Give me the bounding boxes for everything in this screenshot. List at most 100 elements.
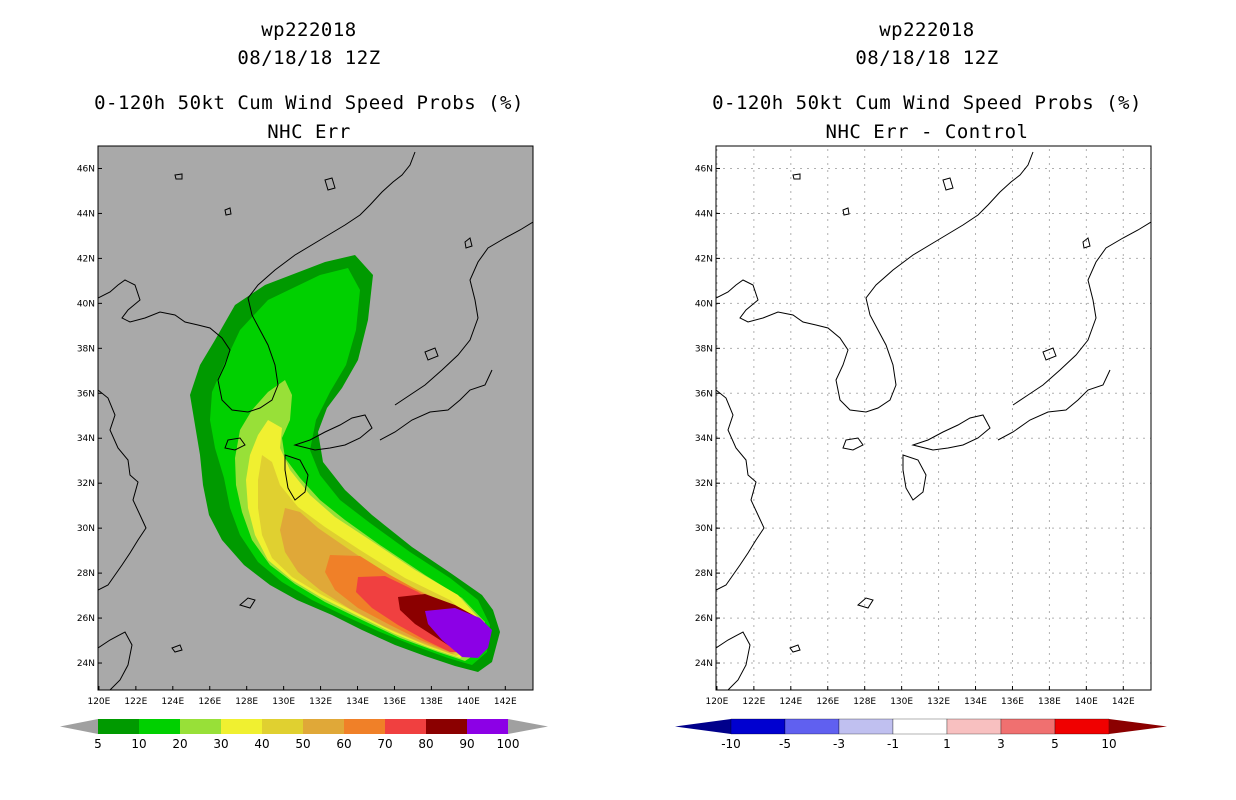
- colorbar-box: [385, 719, 426, 734]
- colorbar-box: [1054, 718, 1110, 735]
- datetime-title: 08/18/18 12Z: [237, 47, 381, 69]
- lon-label: 128E: [235, 697, 258, 707]
- colorbar-label: 10: [131, 737, 146, 751]
- lon-label: 132E: [309, 697, 332, 707]
- lon-label: 138E: [420, 697, 443, 707]
- colorbar-box: [467, 719, 508, 734]
- colorbar-box: [180, 719, 221, 734]
- colorbar-label: -1: [887, 737, 899, 751]
- difference-map: 46N 44N 42N 40N 38N 36N 34N 32N 30N 28N 26N 24N 120…: [675, 145, 1167, 751]
- prob-band-90-100: [425, 608, 492, 658]
- colorbar-box: [838, 718, 894, 735]
- lon-label: 130E: [272, 697, 295, 707]
- lon-label: 140E: [1075, 697, 1098, 707]
- lat-label: 30N: [695, 524, 713, 534]
- colorbar-label: -10: [721, 737, 741, 751]
- colorbar-label: 40: [254, 737, 269, 751]
- latitude-labels: 46N 44N 42N 40N 38N 36N 34N 32N 30N 28N 26N 24N: [695, 164, 720, 669]
- colorbar-label: 100: [497, 737, 520, 751]
- colorbar-label: 30: [213, 737, 228, 751]
- coastlines: [98, 151, 533, 690]
- colorbar: -10 -5 -3 -1 1 3 5 10: [675, 718, 1167, 751]
- product-title: 0-120h 50kt Cum Wind Speed Probs (%): [712, 92, 1142, 114]
- lat-label: 24N: [77, 659, 95, 669]
- left-panel: wp222018 08/18/18 12Z 0-120h 50kt Cum Wi…: [60, 19, 548, 751]
- colorbar-box: [1000, 718, 1056, 735]
- colorbar-low-arrow: [60, 719, 98, 734]
- colorbar-box: [98, 719, 139, 734]
- lat-label: 38N: [695, 344, 713, 354]
- lat-label: 42N: [77, 254, 95, 264]
- colorbar-box: [946, 718, 1002, 735]
- lat-label: 44N: [77, 209, 95, 219]
- colorbar-label: 20: [172, 737, 187, 751]
- probability-map: 46N 44N 42N 40N 38N 36N 34N 32N 30N 28N 26N 24N 120…: [60, 145, 548, 751]
- colorbar-label: 50: [295, 737, 310, 751]
- colorbar-box: [139, 719, 180, 734]
- lat-label: 44N: [695, 209, 713, 219]
- lat-label: 26N: [77, 614, 95, 624]
- colorbar-low-arrow: [675, 719, 731, 734]
- longitude-labels: 120E 122E 124E 126E 128E 130E 132E 134E 136E 138E…: [705, 686, 1135, 707]
- longitude-labels: 120E 122E 124E 126E 128E 130E 132E 134E 136E 138E…: [87, 686, 517, 707]
- coastlines: [716, 151, 1151, 690]
- lat-label: 40N: [77, 299, 95, 309]
- lon-label: 126E: [198, 697, 221, 707]
- lon-label: 122E: [124, 697, 147, 707]
- colorbar-label: 1: [943, 737, 951, 751]
- lat-label: 32N: [77, 479, 95, 489]
- subtitle: NHC Err - Control: [825, 121, 1029, 143]
- lat-label: 40N: [695, 299, 713, 309]
- colorbar: 5 10 20 30 40 50 60 70 80 90 100: [60, 719, 548, 751]
- colorbar-label: -5: [779, 737, 791, 751]
- colorbar-box: [784, 718, 840, 735]
- lon-label: 120E: [87, 697, 110, 707]
- colorbar-label: 3: [997, 737, 1005, 751]
- lat-label: 28N: [77, 569, 95, 579]
- lon-label: 142E: [494, 697, 517, 707]
- lon-label: 134E: [346, 697, 369, 707]
- datetime-title: 08/18/18 12Z: [855, 47, 999, 69]
- lat-label: 34N: [695, 434, 713, 444]
- lat-label: 32N: [695, 479, 713, 489]
- colorbar-label: 10: [1101, 737, 1116, 751]
- lon-label: 130E: [890, 697, 913, 707]
- lat-label: 30N: [77, 524, 95, 534]
- lat-label: 36N: [695, 389, 713, 399]
- colorbar-box: [344, 719, 385, 734]
- right-panel: wp222018 08/18/18 12Z 0-120h 50kt Cum Wi…: [618, 0, 1236, 800]
- colorbar-high-arrow: [1109, 719, 1167, 734]
- lat-label: 36N: [77, 389, 95, 399]
- lon-label: 138E: [1038, 697, 1061, 707]
- colorbar-high-arrow: [508, 719, 548, 734]
- colorbar-label: 5: [1051, 737, 1059, 751]
- lon-label: 126E: [816, 697, 839, 707]
- lon-label: 122E: [742, 697, 765, 707]
- lat-label: 46N: [695, 164, 713, 174]
- latitude-labels: 46N 44N 42N 40N 38N 36N 34N 32N 30N 28N 26N 24N: [77, 164, 102, 669]
- colorbar-label: 90: [459, 737, 474, 751]
- lat-label: 42N: [695, 254, 713, 264]
- colorbar-label: 80: [418, 737, 433, 751]
- colorbar-box: [262, 719, 303, 734]
- lon-label: 128E: [853, 697, 876, 707]
- lat-label: 46N: [77, 164, 95, 174]
- lat-label: 34N: [77, 434, 95, 444]
- colorbar-label: 60: [336, 737, 351, 751]
- map-background: [716, 146, 1151, 690]
- lon-label: 142E: [1112, 697, 1135, 707]
- map-frame: [715, 145, 1152, 691]
- storm-id-title: wp222018: [879, 19, 975, 41]
- lat-label: 24N: [695, 659, 713, 669]
- lon-label: 136E: [383, 697, 406, 707]
- grid-lines: [716, 146, 1151, 690]
- colorbar-label: 70: [377, 737, 392, 751]
- colorbar-box: [221, 719, 262, 734]
- lat-label: 38N: [77, 344, 95, 354]
- lon-label: 120E: [705, 697, 728, 707]
- lat-label: 28N: [695, 569, 713, 579]
- colorbar-label: -3: [833, 737, 845, 751]
- map-frame: [97, 145, 534, 691]
- storm-id-title: wp222018: [261, 19, 357, 41]
- lon-label: 136E: [1001, 697, 1024, 707]
